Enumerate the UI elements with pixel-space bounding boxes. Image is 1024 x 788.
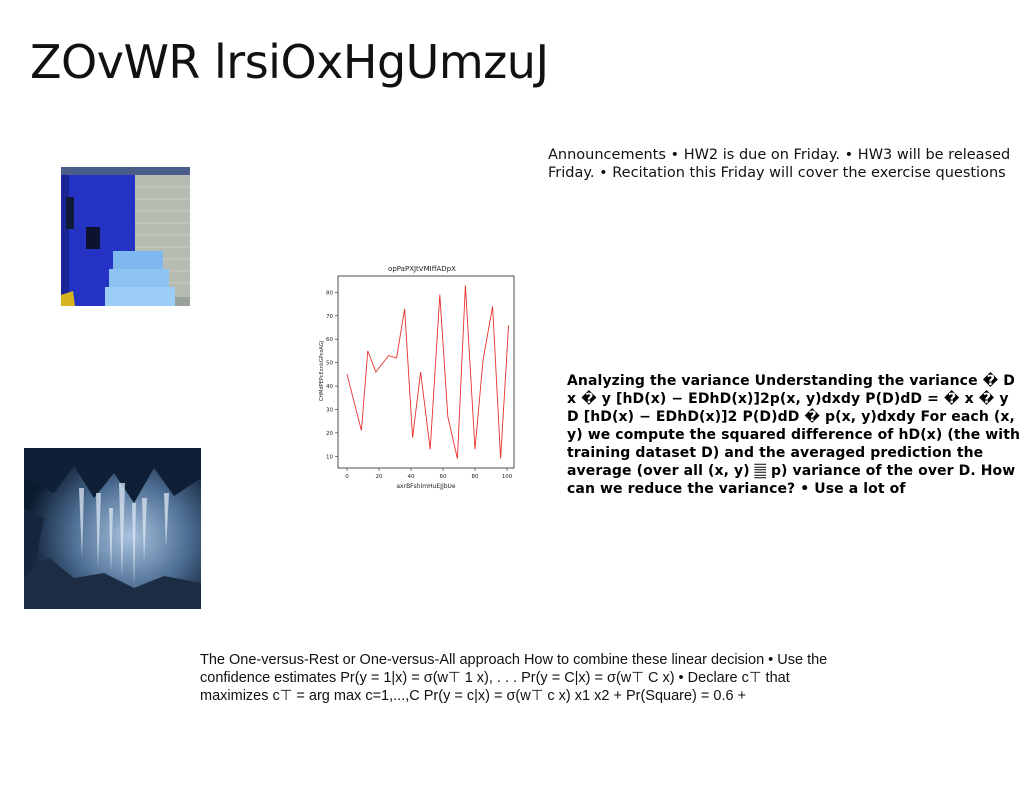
x-tick-label: 60 (440, 474, 447, 480)
y-tick-label: 20 (326, 431, 333, 437)
y-tick-label: 10 (326, 454, 333, 460)
cave-image (24, 448, 201, 609)
chart-x-axis-label: axrBFshlmHuEJJbUe (396, 483, 456, 490)
one-vs-rest-text: The One-versus-Rest or One-versus-All ap… (200, 652, 828, 704)
line-chart: opPaPXJtVMIffADpX 10 20 30 40 50 60 70 80 0 20 40… (319, 265, 515, 490)
x-tick-label: 20 (376, 474, 383, 480)
chart-title: opPaPXJtVMIffADpX (388, 265, 456, 273)
blue-building-image (61, 167, 190, 306)
variance-text: Analyzing the variance Understanding the… (567, 373, 1021, 497)
x-tick-label: 80 (472, 474, 479, 480)
chart-y-axis-label: CHMdPEPcExnkGPcoAGJ (319, 341, 325, 401)
y-tick-label: 50 (326, 361, 333, 367)
slide-title: ZOvWR lrsiOxHgUmzuJ (30, 35, 549, 89)
chart-plot-area (337, 275, 515, 469)
x-tick-label: 100 (502, 474, 513, 480)
x-tick-label: 40 (408, 474, 415, 480)
y-tick-label: 40 (326, 384, 333, 390)
y-tick-label: 80 (326, 290, 333, 296)
y-tick-label: 30 (326, 407, 333, 413)
chart-series-line (346, 285, 510, 459)
announcements-text: Announcements • HW2 is due on Friday. • … (548, 147, 1011, 181)
y-tick-label: 70 (326, 314, 333, 320)
y-tick-label: 60 (326, 337, 333, 343)
x-tick-label: 0 (345, 474, 349, 480)
